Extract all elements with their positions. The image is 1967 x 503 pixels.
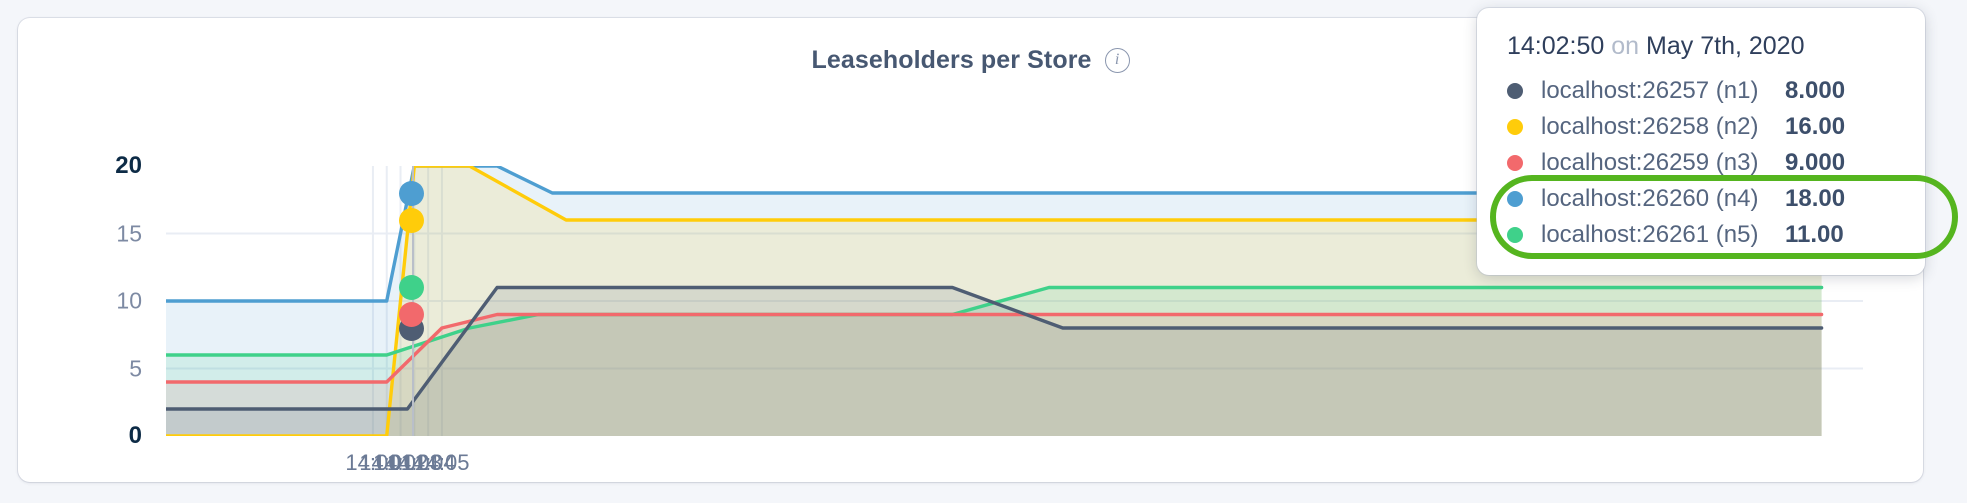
tooltip-row: localhost:26258 (n2) 16.00 bbox=[1507, 109, 1899, 145]
tooltip-series-label: localhost:26258 (n2) bbox=[1541, 113, 1759, 140]
tooltip-row: localhost:26259 (n3) 9.000 bbox=[1507, 145, 1899, 181]
tooltip-date: May 7th, 2020 bbox=[1646, 32, 1805, 60]
tooltip-series-label: localhost:26260 (n4) bbox=[1541, 185, 1759, 212]
chart-header: Leaseholders per Store i bbox=[18, 46, 1923, 75]
series-area-1 bbox=[166, 287, 1822, 436]
series-color-dot bbox=[1507, 83, 1523, 99]
info-icon[interactable]: i bbox=[1104, 48, 1130, 73]
y-tick-5: 5 bbox=[129, 355, 142, 381]
plot-area bbox=[166, 166, 1863, 436]
page-title: Leaseholders per Store bbox=[811, 46, 1092, 74]
x-tick-14-00: 14:00 bbox=[345, 450, 401, 475]
x-tick-14-04: 14:04 bbox=[400, 450, 456, 475]
series-color-dot bbox=[1507, 227, 1523, 243]
hover-marker-n3 bbox=[399, 302, 425, 327]
chart-canvas bbox=[166, 166, 1863, 436]
hover-marker-n5 bbox=[399, 275, 425, 300]
x-tick-14-03: 14:03 bbox=[386, 450, 442, 475]
series-line-4[interactable] bbox=[166, 166, 1824, 303]
y-tick-10: 10 bbox=[116, 287, 142, 314]
y-tick-0: 0 bbox=[128, 422, 142, 449]
hover-marker-n2 bbox=[399, 207, 425, 233]
tooltip-series-list: localhost:26257 (n1) 8.000 localhost:26258… bbox=[1490, 73, 1958, 259]
x-tick-14-05: 14:05 bbox=[414, 450, 470, 475]
tooltip-timestamp: 14:02:50 on May 7th, 2020 bbox=[1507, 32, 1899, 61]
tooltip-series-value: 11.00 bbox=[1785, 221, 1844, 248]
tooltip-on-word: on bbox=[1611, 32, 1640, 60]
series-area-3 bbox=[166, 314, 1822, 436]
tooltip-series-label: localhost:26259 (n3) bbox=[1541, 149, 1759, 176]
series-color-dot bbox=[1507, 119, 1523, 135]
tooltip-series-value: 9.000 bbox=[1785, 149, 1846, 176]
tooltip-series-value: 18.00 bbox=[1785, 185, 1846, 212]
series-line-3[interactable] bbox=[166, 312, 1824, 384]
x-tick-14-02: 14:02 bbox=[373, 450, 429, 475]
series-color-dot bbox=[1507, 191, 1523, 207]
crosshair-line bbox=[411, 166, 414, 436]
tooltip-time: 14:02:50 bbox=[1507, 32, 1605, 60]
y-tick-20: 20 bbox=[115, 152, 142, 179]
series-area-5 bbox=[166, 287, 1822, 436]
tooltip-series-label: localhost:26257 (n1) bbox=[1541, 77, 1759, 104]
tooltip-row: localhost:26257 (n1) 8.000 bbox=[1507, 73, 1899, 109]
series-line-2[interactable] bbox=[166, 166, 1824, 436]
tooltip-series-value: 8.000 bbox=[1785, 77, 1846, 104]
hover-marker-n4 bbox=[399, 180, 425, 206]
series-color-dot bbox=[1507, 155, 1523, 171]
series-line-1[interactable] bbox=[166, 285, 1824, 411]
tooltip-series-label: localhost:26261 (n5) bbox=[1541, 221, 1759, 248]
chart-tooltip: 14:02:50 on May 7th, 2020 localhost:2625… bbox=[1477, 8, 1958, 275]
y-tick-15: 15 bbox=[116, 220, 142, 246]
tooltip-series-value: 16.00 bbox=[1785, 113, 1846, 140]
tooltip-row: localhost:26261 (n5) 11.00 bbox=[1507, 217, 1899, 253]
x-tick-14-01: 14:01 bbox=[359, 450, 415, 475]
tooltip-row: localhost:26260 (n4) 18.00 bbox=[1507, 181, 1899, 217]
